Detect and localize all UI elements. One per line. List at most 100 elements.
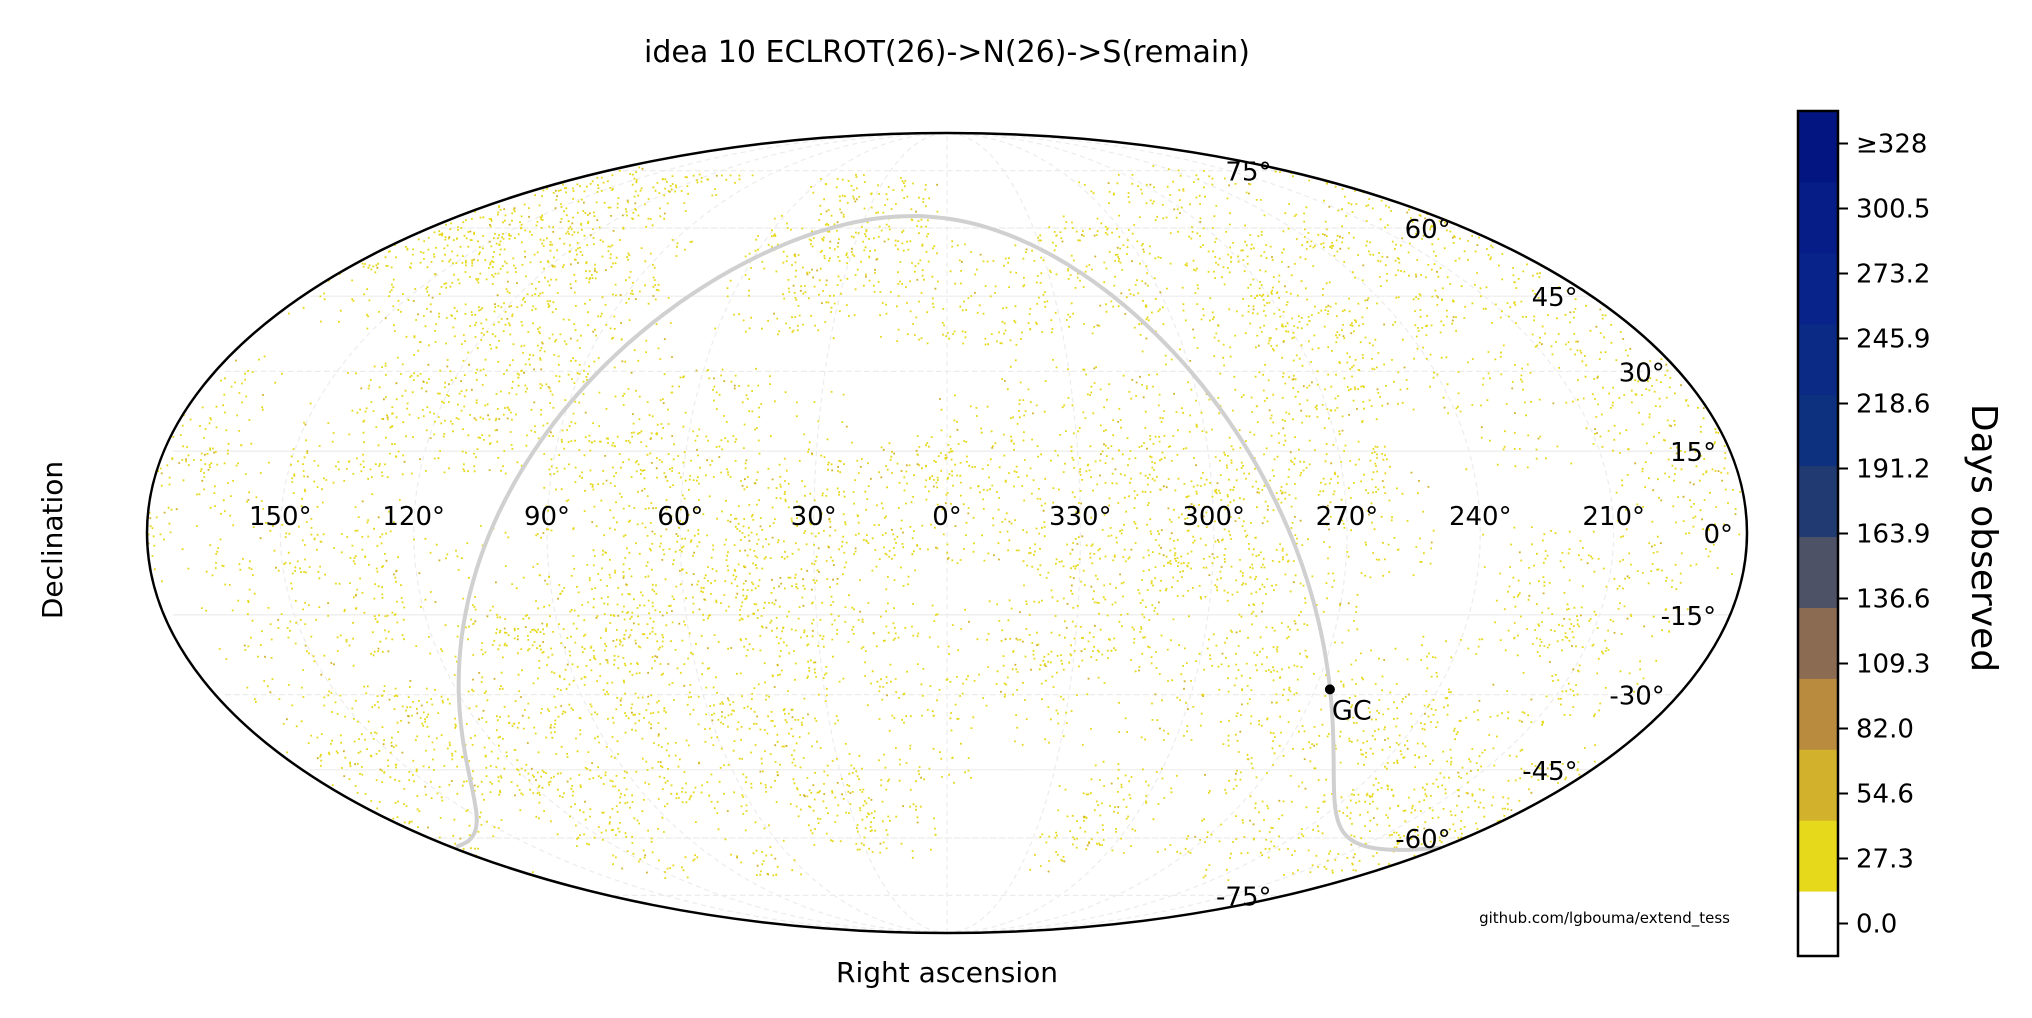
coverage-field	[547, 174, 754, 265]
overlap-points	[1261, 522, 1264, 525]
coverage-field	[1061, 553, 1183, 671]
colorbar-tick-label: 245.9	[1856, 325, 1930, 355]
colorbar-bin	[1798, 891, 1838, 957]
coverage-field	[1523, 605, 1689, 718]
coordinate-grid	[172, 133, 1731, 933]
coverage-points	[1509, 304, 1690, 416]
colorbar-bin	[1798, 394, 1838, 467]
coverage-field	[405, 359, 523, 475]
coverage-field	[1262, 384, 1391, 504]
dec-tick-label: 45°	[1532, 283, 1578, 313]
colorbar-tick-label: 109.3	[1856, 650, 1930, 680]
coverage-field	[876, 676, 976, 784]
coverage-points	[1117, 173, 1284, 263]
coverage-points	[1272, 366, 1383, 476]
colorbar-tick-label: 0.0	[1856, 910, 1897, 940]
ra-gridline	[813, 133, 948, 933]
coverage-points	[1062, 760, 1178, 858]
colorbar-tick-label: 163.9	[1856, 520, 1930, 550]
coverage-points	[1523, 605, 1689, 718]
overlap-points	[1204, 774, 1206, 776]
coverage-points	[876, 676, 976, 784]
ra-tick-label: 90°	[524, 502, 570, 532]
colorbar-bin	[1798, 323, 1838, 396]
chart-title: idea 10 ECLROT(26)->N(26)->S(remain)	[644, 35, 1250, 70]
ra-tick-label: 30°	[791, 502, 837, 532]
coverage-field	[1144, 459, 1260, 579]
coverage-field	[1272, 366, 1383, 476]
ra-tick-label: 240°	[1449, 502, 1512, 532]
coverage-points	[676, 486, 793, 606]
coverage-points	[1118, 631, 1230, 741]
credit-text: github.com/lgbouma/extend_tess	[1479, 909, 1730, 928]
colorbar-label: Days observed	[1963, 404, 2004, 672]
coverage-field	[1124, 284, 1237, 391]
ra-tick-label: 60°	[657, 502, 703, 532]
coverage-points	[489, 176, 703, 266]
coverage-points	[543, 395, 663, 512]
dec-tick-label: 30°	[1619, 358, 1665, 388]
coverage-field	[1117, 173, 1284, 263]
coverage-points	[547, 174, 754, 265]
dec-tick-labels: 75° 60° 45° 30° 15° 0° -15° -30° -45° -60° -75°	[1216, 158, 1733, 913]
coverage-field	[489, 176, 703, 266]
ra-gridline	[413, 133, 948, 933]
colorbar-tick-label: 218.6	[1856, 390, 1930, 420]
coverage-points	[1061, 553, 1183, 671]
overlap-points	[886, 694, 888, 697]
observed-star-points	[147, 165, 1747, 881]
coverage-points	[1125, 284, 1237, 391]
colorbar-tick-label: 82.0	[1856, 715, 1914, 745]
colorbar-tick-label: 273.2	[1856, 260, 1930, 290]
ra-tick-labels: 150° 120° 90° 60° 30° 0° 330° 300° 270° 240° 210°	[249, 502, 1645, 532]
mollweide-map: 150° 120° 90° 60° 30° 0° 330° 300° 270° 240° 210° …	[145, 131, 1749, 935]
ra-tick-label: 300°	[1182, 502, 1245, 532]
ra-tick-label: 0°	[932, 502, 962, 532]
colorbar-bin	[1798, 749, 1838, 821]
coverage-field	[935, 388, 1046, 507]
ra-gridline	[946, 133, 1348, 933]
coverage-field	[284, 452, 404, 574]
coverage-points	[736, 518, 847, 638]
colorbar-tick-label: ≥328	[1856, 130, 1927, 160]
ra-gridline	[946, 133, 1081, 933]
dec-tick-label: -45°	[1522, 757, 1577, 787]
map-frame	[145, 131, 1749, 935]
ra-gridline	[946, 133, 1481, 933]
colorbar-bin	[1798, 465, 1838, 537]
colorbar-tick-label: 136.6	[1856, 585, 1930, 615]
coverage-field	[1062, 760, 1178, 858]
galactic-plane-line	[455, 214, 1442, 852]
colorbar-bin	[1798, 536, 1838, 608]
colorbar-tick-label: 300.5	[1856, 195, 1930, 225]
ra-tick-label: 150°	[249, 502, 312, 532]
colorbar-bin	[1798, 820, 1838, 892]
overlap-points	[1061, 240, 1064, 243]
overlap-points	[361, 500, 380, 519]
ra-gridline	[546, 133, 948, 933]
galactic-center-marker	[1324, 684, 1335, 695]
ra-gridline	[279, 133, 948, 933]
coverage-points	[405, 359, 523, 475]
dec-tick-label: -60°	[1395, 825, 1450, 855]
coverage-points	[935, 388, 1046, 507]
ra-tick-label: 120°	[382, 502, 445, 532]
colorbar-bin	[1798, 111, 1838, 183]
coverage-field	[1509, 304, 1690, 416]
coverage-field	[1118, 631, 1230, 741]
dec-tick-label: -75°	[1216, 882, 1271, 912]
coverage-field	[362, 368, 505, 473]
ra-tick-label: 270°	[1316, 502, 1379, 532]
coverage-field	[543, 395, 665, 512]
coverage-field	[676, 486, 793, 606]
coverage-field	[992, 231, 1094, 335]
dec-tick-label: -30°	[1609, 682, 1664, 712]
colorbar-bin	[1798, 678, 1838, 750]
y-axis-label: Declination	[36, 461, 69, 619]
overlap-points	[1339, 602, 1350, 605]
overlap-points	[1165, 464, 1259, 576]
coverage-points	[1262, 384, 1391, 504]
coverage-points	[362, 368, 505, 473]
x-axis-label: Right ascension	[836, 956, 1058, 989]
